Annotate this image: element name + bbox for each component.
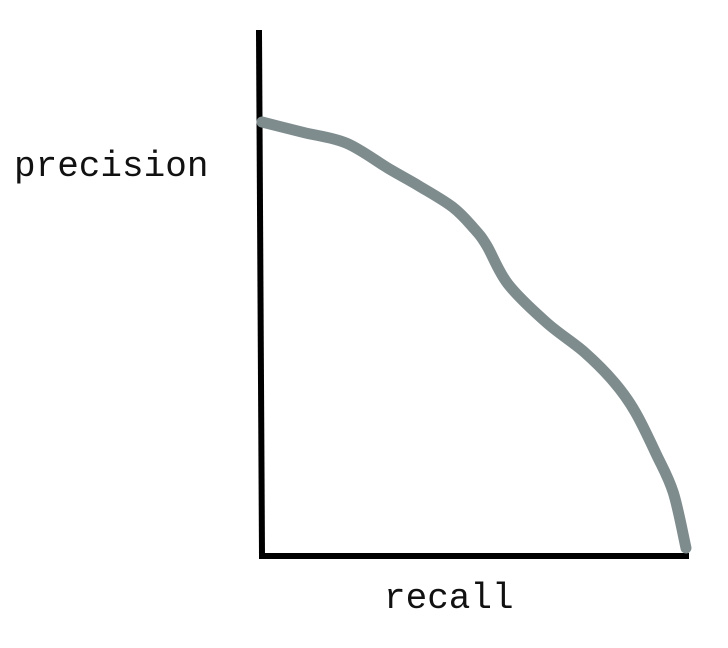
y-axis	[255, 29, 266, 560]
y-axis-label: precision	[14, 146, 208, 187]
x-axis-label: recall	[384, 578, 514, 619]
precision-recall-curve	[256, 116, 692, 554]
